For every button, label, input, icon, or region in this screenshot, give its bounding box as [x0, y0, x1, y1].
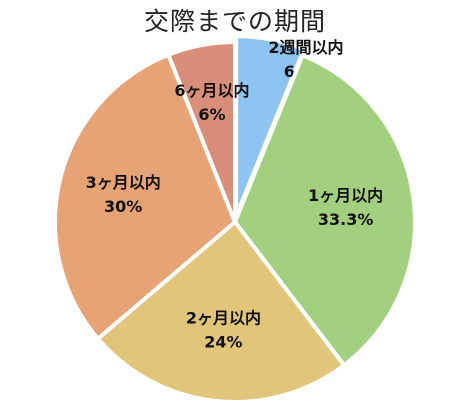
slice-label: 2ヶ月以内 [186, 308, 261, 327]
slice-value-label: 6% [198, 105, 225, 124]
slice-value-label: 24% [204, 332, 242, 351]
pie-slice [166, 40, 237, 224]
pie-slice [95, 220, 347, 404]
pie-slice [234, 34, 306, 219]
pie-slice [53, 52, 237, 341]
pie-slice [233, 53, 417, 368]
chart-title: 交際までの期間 [143, 7, 326, 36]
slice-value-label: 33.3% [318, 210, 374, 229]
slice-label: 3ヶ月以内 [86, 173, 161, 192]
slice-label: 2週間以内 [268, 38, 343, 57]
slice-label: 6ヶ月以内 [174, 81, 249, 100]
slice-value-label: 30% [104, 197, 142, 216]
slice-label: 1ヶ月以内 [308, 186, 383, 205]
